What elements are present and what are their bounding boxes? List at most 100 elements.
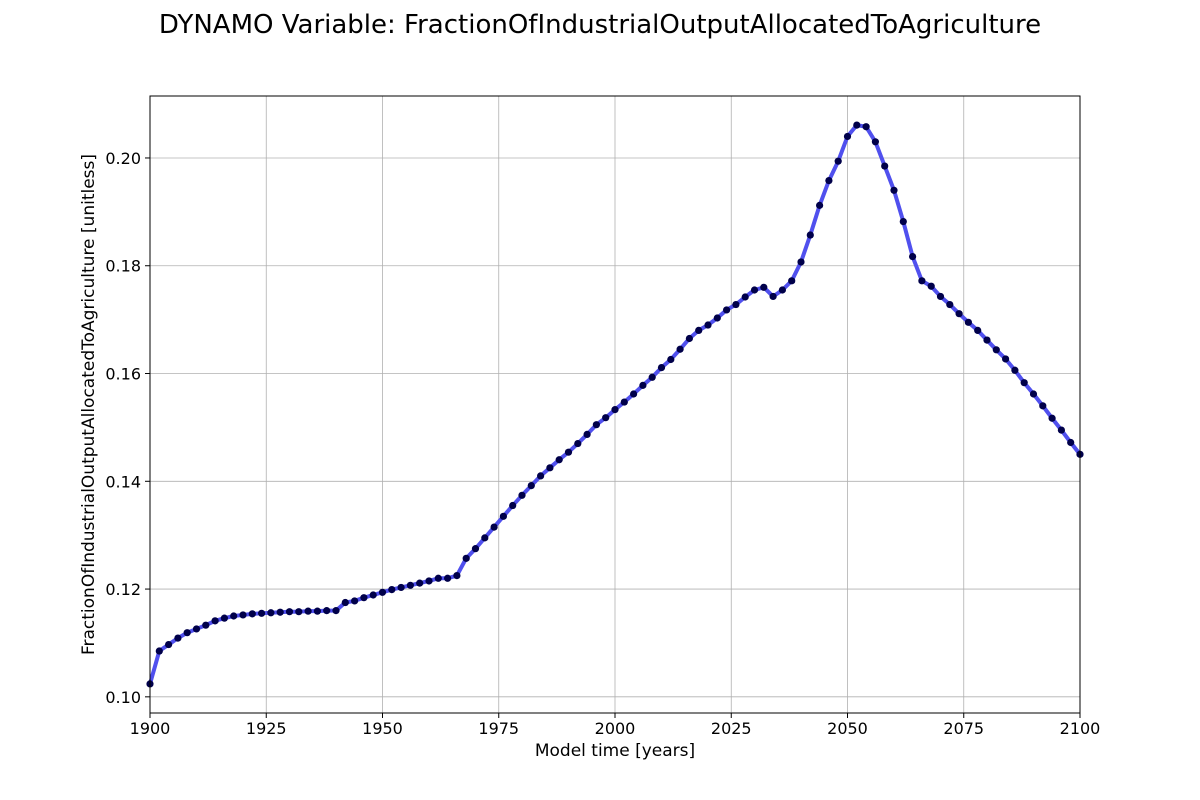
data-point	[425, 577, 433, 585]
series-layer	[146, 121, 1084, 688]
x-tick-label: 2075	[943, 719, 984, 738]
data-point	[230, 612, 238, 620]
data-point	[816, 201, 824, 209]
data-point	[834, 157, 842, 165]
data-point	[313, 607, 321, 615]
x-tick-label: 2000	[595, 719, 636, 738]
data-point	[537, 472, 545, 480]
data-point	[899, 217, 907, 226]
y-tick-label: 0.10	[105, 688, 141, 707]
data-point	[397, 583, 405, 592]
data-point	[360, 594, 368, 602]
x-tick-label: 2100	[1060, 719, 1101, 738]
x-tick-label: 1975	[478, 719, 519, 738]
data-point	[1048, 414, 1056, 422]
data-point	[890, 186, 898, 194]
data-point	[295, 608, 303, 616]
data-point	[853, 121, 861, 129]
data-point	[509, 501, 517, 510]
data-point	[267, 609, 275, 617]
data-point	[713, 314, 721, 322]
data-point	[351, 597, 359, 605]
data-point	[797, 258, 805, 266]
data-point	[304, 607, 312, 615]
data-point	[657, 363, 666, 372]
data-point	[1020, 379, 1028, 387]
data-point	[248, 610, 256, 618]
data-point	[992, 346, 1000, 354]
chart-title: DYNAMO Variable: FractionOfIndustrialOut…	[158, 10, 1042, 40]
y-tick-label: 0.14	[105, 472, 141, 491]
data-point	[769, 292, 777, 301]
y-axis-label: FractionOfIndustrialOutputAllocatedToAgr…	[79, 154, 99, 655]
data-point	[258, 609, 266, 617]
data-point	[378, 588, 387, 596]
data-point	[276, 608, 284, 616]
data-point	[239, 611, 247, 619]
data-point	[676, 345, 684, 353]
data-point	[704, 321, 712, 329]
data-point	[974, 326, 982, 335]
data-point	[332, 607, 340, 615]
data-point	[462, 554, 470, 562]
data-point	[527, 481, 535, 490]
data-point	[964, 318, 973, 326]
data-point	[1039, 402, 1047, 410]
data-point	[183, 629, 191, 637]
data-point	[285, 608, 294, 616]
data-point	[165, 640, 173, 649]
y-tick-label: 0.18	[105, 257, 141, 276]
data-point	[592, 421, 601, 429]
data-point	[192, 625, 201, 633]
x-tick-label: 1900	[130, 719, 171, 738]
data-point	[620, 398, 628, 406]
data-point	[1002, 355, 1010, 363]
data-point	[388, 586, 396, 594]
data-point	[499, 512, 507, 520]
data-point	[881, 162, 889, 170]
grid-lines	[149, 96, 1081, 713]
data-point	[1067, 438, 1075, 447]
data-point	[546, 464, 554, 472]
x-tick-label: 1925	[246, 719, 287, 738]
data-point	[341, 598, 349, 607]
data-point	[574, 439, 582, 448]
data-point	[323, 607, 331, 615]
data-point	[1029, 390, 1038, 398]
data-point	[155, 647, 163, 655]
data-point	[406, 581, 414, 589]
data-point	[936, 292, 945, 301]
data-point	[518, 491, 526, 499]
data-point	[871, 138, 880, 146]
data-point	[602, 414, 610, 422]
data-point	[741, 293, 749, 301]
data-point	[434, 574, 442, 582]
data-point	[750, 286, 759, 294]
data-point	[927, 282, 935, 290]
data-point	[909, 252, 917, 261]
data-point	[825, 177, 833, 185]
y-tick-label: 0.20	[105, 149, 141, 168]
data-point	[760, 283, 768, 291]
data-point	[788, 277, 796, 285]
x-axis-ticks: 1900 1925 1950 1975 2000 2025 2050 2075 2100	[130, 713, 1101, 738]
data-point	[695, 326, 703, 335]
data-point	[416, 579, 424, 587]
data-point	[648, 373, 656, 381]
data-point	[685, 334, 694, 343]
data-point	[174, 634, 182, 642]
data-point	[555, 456, 563, 464]
x-tick-label: 2050	[827, 719, 868, 738]
data-point	[211, 617, 219, 625]
data-point	[220, 614, 228, 622]
data-point	[862, 123, 870, 131]
data-point	[490, 523, 498, 531]
data-point	[1011, 366, 1019, 374]
data-point	[611, 406, 619, 414]
y-tick-label: 0.12	[105, 580, 141, 599]
data-point	[723, 306, 731, 314]
data-point	[481, 534, 489, 542]
x-tick-label: 1950	[362, 719, 403, 738]
data-point	[453, 571, 461, 580]
